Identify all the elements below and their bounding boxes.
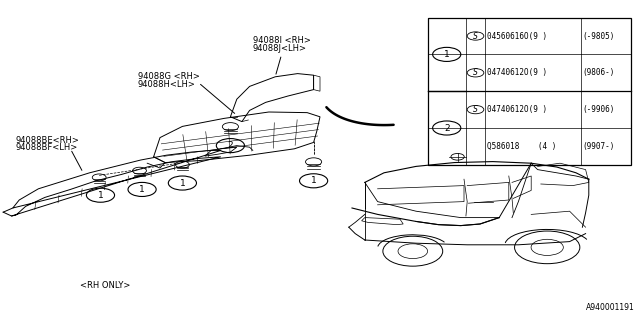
Text: (-9805): (-9805) <box>582 31 615 41</box>
Text: 2: 2 <box>228 141 233 150</box>
Text: 1: 1 <box>98 191 103 200</box>
Bar <box>428 18 631 165</box>
Text: S: S <box>473 68 478 77</box>
Text: 94088J<LH>: 94088J<LH> <box>253 44 307 53</box>
Text: 04740612O(9 ): 04740612O(9 ) <box>487 105 547 114</box>
Text: (-9906): (-9906) <box>582 105 615 114</box>
Text: 94088G <RH>: 94088G <RH> <box>138 72 200 81</box>
Text: 1: 1 <box>140 185 145 194</box>
Text: 1: 1 <box>180 179 185 188</box>
Text: A940001191: A940001191 <box>586 303 635 312</box>
Text: S: S <box>473 31 478 41</box>
Text: (9907-): (9907-) <box>582 142 615 151</box>
Text: 1: 1 <box>311 176 316 185</box>
Text: 94088H<LH>: 94088H<LH> <box>138 80 195 89</box>
Text: 94088I <RH>: 94088I <RH> <box>253 36 310 45</box>
Text: 2: 2 <box>444 124 449 132</box>
Text: 94088BE<RH>: 94088BE<RH> <box>16 136 80 145</box>
Text: (9806-): (9806-) <box>582 68 615 77</box>
Text: 04740612O(9 ): 04740612O(9 ) <box>487 68 547 77</box>
Text: S: S <box>473 105 478 114</box>
Text: 1: 1 <box>444 50 449 59</box>
Text: Q586018    (4 ): Q586018 (4 ) <box>487 142 556 151</box>
Text: 04560616O(9 ): 04560616O(9 ) <box>487 31 547 41</box>
Text: 94088BF<LH>: 94088BF<LH> <box>16 143 78 152</box>
Text: <RH ONLY>: <RH ONLY> <box>81 281 131 290</box>
